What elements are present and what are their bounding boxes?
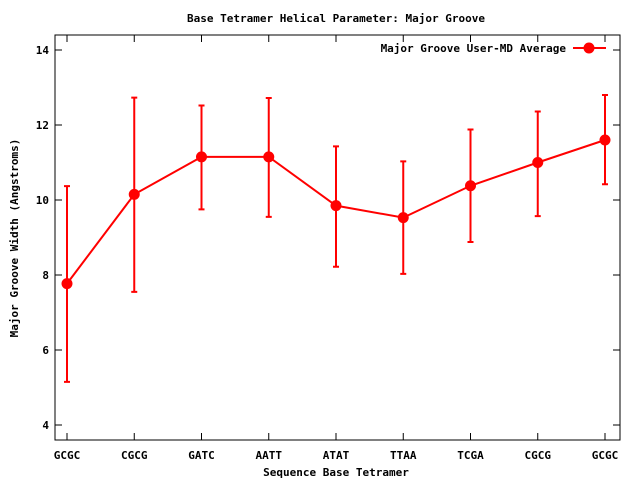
x-tick-label: AATT (256, 449, 283, 462)
chart-title: Base Tetramer Helical Parameter: Major G… (187, 12, 485, 25)
legend-label: Major Groove User-MD Average (381, 42, 567, 55)
y-tick-label: 10 (36, 194, 49, 207)
data-point (397, 212, 409, 224)
y-tick-label: 8 (42, 269, 49, 282)
x-axis: GCGC CGCG GATC AATT ATAT TTAA TCGA CGCG GCGC (54, 35, 619, 462)
error-bars (64, 94, 608, 383)
data-point (330, 200, 342, 212)
y-tick-label: 4 (42, 419, 49, 432)
x-tick-label: GCGC (54, 449, 81, 462)
y-tick-label: 6 (42, 344, 49, 357)
data-point (532, 157, 544, 168)
data-point (128, 188, 140, 200)
plot-frame (54, 34, 621, 441)
data-point (263, 151, 275, 163)
x-tick-label: ATAT (323, 449, 350, 462)
x-axis-label: Sequence Base Tetramer (263, 466, 409, 479)
legend-marker (583, 42, 595, 54)
x-tick-label: CGCG (525, 449, 552, 462)
x-tick-label: TTAA (390, 449, 417, 462)
legend: Major Groove User-MD Average (381, 42, 606, 55)
x-tick-label: CGCG (121, 449, 148, 462)
y-axis-label: Major Groove Width (Angstroms) (8, 139, 21, 338)
data-point (196, 151, 207, 163)
data-point (599, 134, 611, 146)
data-point (465, 180, 476, 192)
data-series (61, 134, 611, 290)
x-tick-label: GATC (188, 449, 215, 462)
x-tick-label: TCGA (457, 449, 484, 462)
y-axis: 4 6 8 10 12 14 (36, 44, 620, 432)
y-tick-label: 12 (36, 119, 49, 132)
y-tick-label: 14 (36, 44, 50, 57)
x-tick-label: GCGC (592, 449, 619, 462)
data-point (61, 278, 73, 290)
